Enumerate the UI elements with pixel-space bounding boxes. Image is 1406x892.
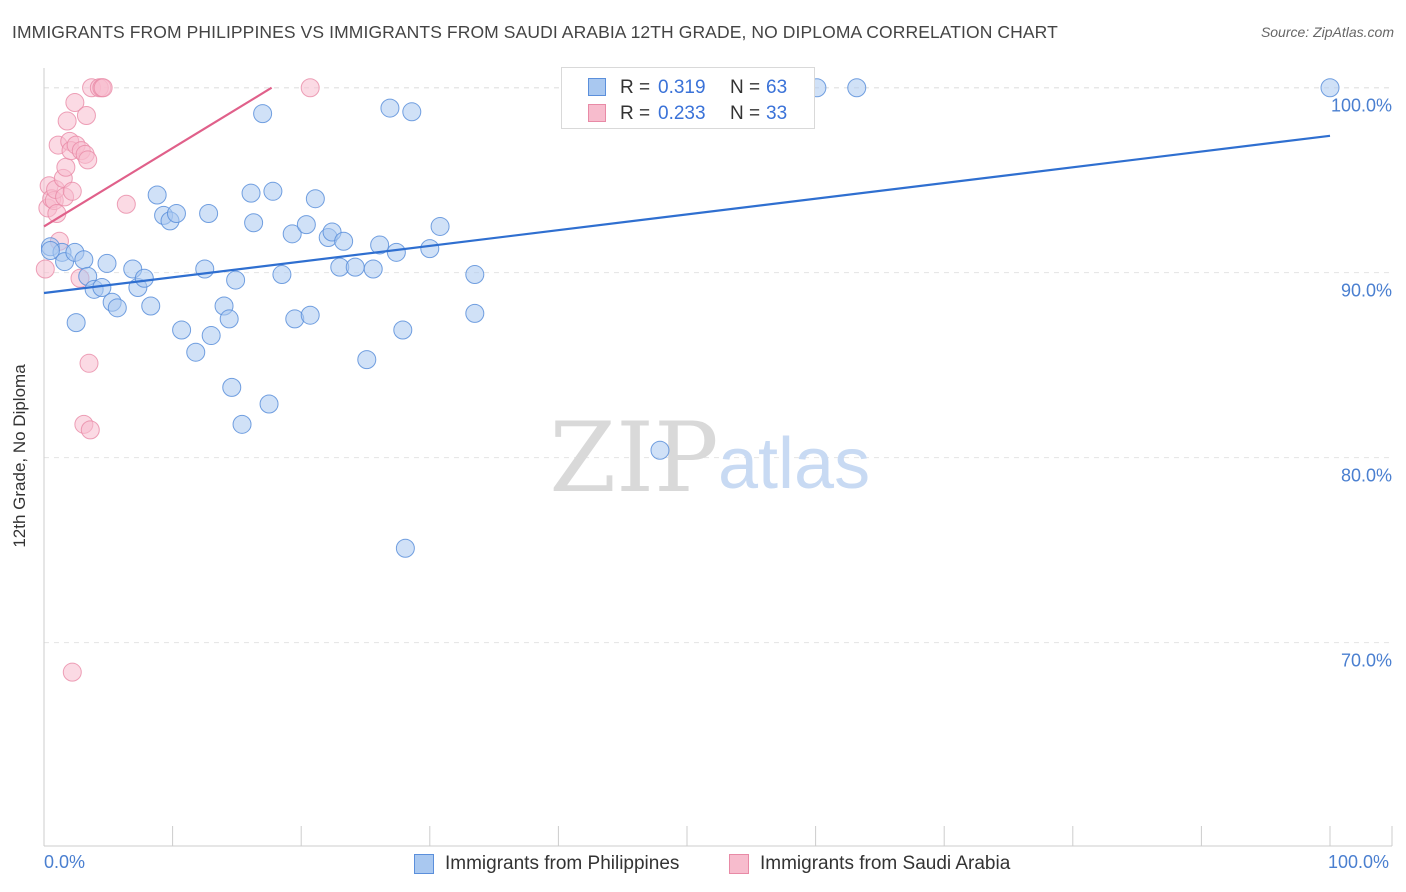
- point-philippines: [370, 235, 390, 255]
- watermark: ZIP atlas: [549, 402, 870, 514]
- point-philippines: [201, 326, 221, 346]
- legend-r-label: R =: [620, 103, 651, 124]
- watermark-atlas: atlas: [718, 424, 870, 504]
- bottom-legend-swatch-blue: [414, 854, 434, 874]
- point-philippines: [465, 265, 485, 285]
- trend-lines: [43, 86, 1331, 295]
- point-philippines: [259, 394, 279, 414]
- point-philippines: [166, 204, 186, 224]
- legend-r-value: 0.319: [658, 77, 706, 98]
- point-philippines: [345, 257, 365, 277]
- points-philippines: [40, 78, 1340, 558]
- point-philippines: [97, 253, 117, 273]
- point-philippines: [357, 350, 377, 370]
- point-philippines: [107, 298, 127, 318]
- point-saudi-arabia: [65, 93, 85, 113]
- point-saudi-arabia: [62, 662, 82, 682]
- watermark-zip: ZIP: [549, 402, 718, 514]
- y-tick-label: 80.0%: [1341, 466, 1392, 486]
- point-saudi-arabia: [62, 181, 82, 201]
- stats-legend: R = 0.319 N = 63 R = 0.233 N = 33: [561, 67, 815, 129]
- point-saudi-arabia: [79, 353, 99, 373]
- point-philippines: [253, 104, 273, 124]
- point-philippines: [74, 250, 94, 270]
- point-saudi-arabia: [300, 78, 320, 98]
- legend-swatch-blue: [588, 78, 606, 96]
- point-philippines: [172, 320, 192, 340]
- point-philippines: [195, 259, 215, 279]
- point-philippines: [147, 185, 167, 205]
- point-saudi-arabia: [57, 111, 77, 131]
- point-philippines: [650, 440, 670, 460]
- grid-lines: [44, 87, 1392, 644]
- legend-r-label: R =: [620, 77, 651, 98]
- chart-title: IMMIGRANTS FROM PHILIPPINES VS IMMIGRANT…: [12, 22, 1058, 42]
- x-tick-label-max: 100.0%: [1328, 852, 1390, 872]
- point-philippines: [226, 270, 246, 290]
- legend-n-label: N =: [730, 103, 761, 124]
- point-philippines: [141, 296, 161, 316]
- legend-n-label: N =: [730, 77, 761, 98]
- point-philippines: [363, 259, 383, 279]
- point-philippines: [222, 377, 242, 397]
- point-philippines: [134, 268, 154, 288]
- point-philippines: [380, 98, 400, 118]
- point-philippines: [395, 538, 415, 558]
- point-philippines: [393, 320, 413, 340]
- y-tick-labels: 70.0% 80.0% 90.0% 100.0%: [1331, 96, 1392, 671]
- point-philippines: [199, 204, 219, 224]
- point-philippines: [244, 213, 264, 233]
- points-saudi-arabia: [35, 78, 320, 682]
- bottom-legend-label: Immigrants from Saudi Arabia: [760, 853, 1011, 874]
- y-tick-label: 100.0%: [1331, 96, 1392, 116]
- point-philippines: [282, 224, 302, 244]
- point-philippines: [1320, 78, 1340, 98]
- bottom-legend-label: Immigrants from Philippines: [445, 853, 680, 874]
- point-philippines: [219, 309, 239, 329]
- legend-n-value: 33: [766, 103, 788, 124]
- point-philippines: [186, 342, 206, 362]
- legend-swatch-pink: [588, 104, 606, 122]
- legend-r-value: 0.233: [658, 103, 706, 124]
- bottom-legend-swatch-pink: [729, 854, 749, 874]
- point-saudi-arabia: [93, 78, 113, 98]
- point-philippines: [300, 305, 320, 325]
- y-tick-label: 70.0%: [1341, 651, 1392, 671]
- point-philippines: [296, 215, 316, 235]
- source-label: Source: ZipAtlas.com: [1260, 24, 1394, 40]
- point-philippines: [847, 78, 867, 98]
- trend-line-saudi-arabia: [43, 86, 273, 228]
- point-philippines: [66, 313, 86, 333]
- point-philippines: [305, 189, 325, 209]
- point-philippines: [386, 242, 406, 262]
- trend-line-philippines: [43, 134, 1331, 295]
- point-philippines: [430, 216, 450, 236]
- point-saudi-arabia: [78, 150, 98, 170]
- x-tick-label-min: 0.0%: [44, 852, 86, 872]
- point-philippines: [241, 183, 261, 203]
- point-philippines: [232, 414, 252, 434]
- point-philippines: [334, 231, 354, 251]
- point-philippines: [263, 181, 283, 201]
- point-philippines: [272, 265, 292, 285]
- point-philippines: [402, 102, 422, 122]
- point-saudi-arabia: [76, 105, 96, 125]
- point-saudi-arabia: [116, 194, 136, 214]
- point-saudi-arabia: [35, 259, 55, 279]
- point-philippines: [40, 240, 60, 260]
- y-axis-label: 12th Grade, No Diploma: [10, 364, 29, 548]
- point-philippines: [420, 239, 440, 259]
- point-saudi-arabia: [80, 420, 100, 440]
- legend-n-value: 63: [766, 77, 788, 98]
- y-tick-label: 90.0%: [1341, 281, 1392, 301]
- point-saudi-arabia: [56, 157, 76, 177]
- point-philippines: [465, 303, 485, 323]
